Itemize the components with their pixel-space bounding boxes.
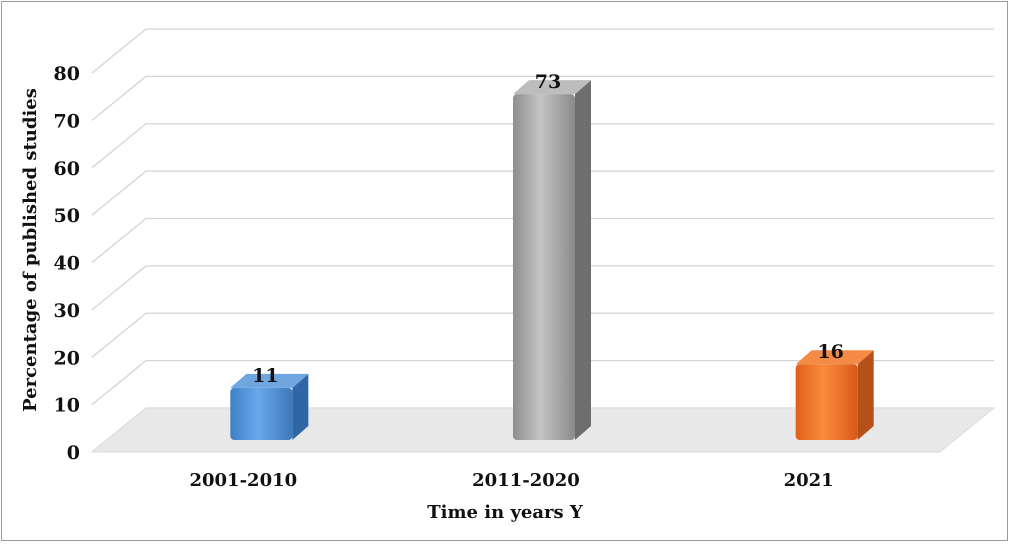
gridline [91,312,994,358]
gridline [91,123,994,169]
y-tick-label: 40 [54,253,80,275]
x-tick-label: 2021 [784,470,834,491]
bar-side [575,80,591,440]
gridline [91,265,994,311]
bar-front [230,387,293,440]
y-tick-label: 10 [54,395,80,417]
bar-2011-2020 [513,80,591,440]
y-axis-title: Percentage of published studies [20,88,41,412]
y-tick-label: 60 [54,158,80,180]
data-label: 16 [817,341,843,363]
x-tick-label: 2011-2020 [472,470,580,491]
gridline [91,170,994,216]
y-tick-label: 0 [67,442,80,464]
y-tick-label: 70 [54,110,80,132]
data-labels: 11 73 16 [252,71,844,387]
bar-2001-2010 [230,373,309,440]
bar-top [795,350,874,365]
bars [230,80,874,440]
bar-2021 [795,350,874,440]
gridlines [91,28,994,453]
bar-top [513,80,591,95]
data-label: 73 [535,71,561,93]
y-tick-label: 50 [54,205,80,227]
gridline [91,28,994,74]
bar-side [857,350,874,440]
gridline [91,359,994,406]
bar-side [292,373,309,440]
y-tick-label: 30 [54,300,80,322]
x-axis-title: Time in years Y [427,502,584,523]
y-tick-labels: 0 10 20 30 40 50 60 70 80 [54,63,80,464]
y-tick-label: 80 [54,63,80,85]
gridline [91,75,994,121]
bar-front [795,364,858,440]
bar-top [230,373,309,388]
data-label: 11 [252,365,278,387]
x-tick-labels: 2001-2010 2011-2020 2021 [189,470,833,491]
y-tick-label: 20 [54,347,80,369]
bar-front [513,94,575,440]
gridline [91,217,994,264]
x-tick-label: 2001-2010 [189,470,297,491]
